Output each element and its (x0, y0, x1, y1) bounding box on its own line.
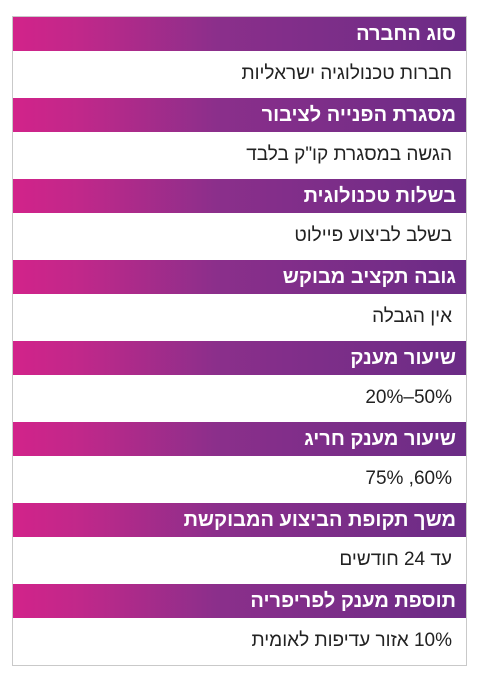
row-value-grant-rate: 50%–20% (13, 375, 466, 422)
row-header-execution-period: משך תקופת הביצוע המבוקשת (13, 503, 466, 537)
row-value-company-type: חברות טכנולוגיה ישראליות (13, 51, 466, 98)
row-header-requested-budget: גובה תקציב מבוקש (13, 260, 466, 294)
row-value-execution-period: עד 24 חודשים (13, 537, 466, 584)
row-header-company-type: סוג החברה (13, 17, 466, 51)
row-value-technology-maturity: בשלב לביצוע פיילוט (13, 213, 466, 260)
row-public-call-framework: מסגרת הפנייה לציבור הגשה במסגרת קו"ק בלב… (13, 98, 466, 179)
program-details-table: סוג החברה חברות טכנולוגיה ישראליות מסגרת… (12, 16, 467, 666)
row-technology-maturity: בשלות טכנולוגית בשלב לביצוע פיילוט (13, 179, 466, 260)
row-periphery-bonus: תוספת מענק לפריפריה 10% אזור עדיפות לאומ… (13, 584, 466, 665)
row-value-public-call-framework: הגשה במסגרת קו"ק בלבד (13, 132, 466, 179)
row-header-technology-maturity: בשלות טכנולוגית (13, 179, 466, 213)
row-grant-rate: שיעור מענק 50%–20% (13, 341, 466, 422)
row-execution-period: משך תקופת הביצוע המבוקשת עד 24 חודשים (13, 503, 466, 584)
row-header-periphery-bonus: תוספת מענק לפריפריה (13, 584, 466, 618)
row-value-exceptional-grant-rate: 60%, 75% (13, 456, 466, 503)
row-company-type: סוג החברה חברות טכנולוגיה ישראליות (13, 17, 466, 98)
row-value-requested-budget: אין הגבלה (13, 294, 466, 341)
row-value-periphery-bonus: 10% אזור עדיפות לאומית (13, 618, 466, 665)
row-requested-budget: גובה תקציב מבוקש אין הגבלה (13, 260, 466, 341)
row-header-public-call-framework: מסגרת הפנייה לציבור (13, 98, 466, 132)
row-exceptional-grant-rate: שיעור מענק חריג 60%, 75% (13, 422, 466, 503)
row-header-exceptional-grant-rate: שיעור מענק חריג (13, 422, 466, 456)
row-header-grant-rate: שיעור מענק (13, 341, 466, 375)
